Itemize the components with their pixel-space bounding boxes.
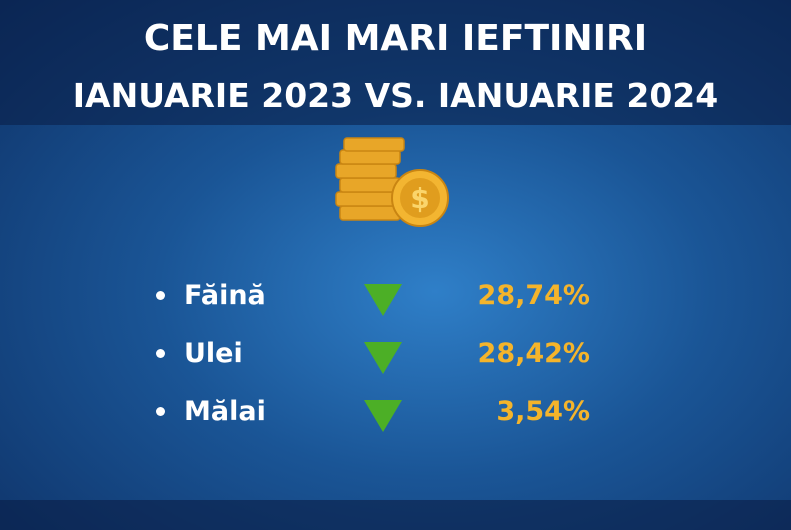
footer-band <box>0 500 791 530</box>
item-name: Ulei <box>184 338 243 369</box>
title: CELE MAI MARI IEFTINIRI <box>143 18 648 59</box>
item-name: Făină <box>184 280 266 311</box>
item-value: 3,54% <box>496 396 590 427</box>
header-band <box>0 0 791 125</box>
item-value: 28,74% <box>477 280 590 311</box>
bullet <box>156 291 165 300</box>
svg-text:$: $ <box>410 182 429 215</box>
list-row: Făină 28,74% <box>0 276 791 316</box>
down-arrow <box>364 342 402 374</box>
bullet <box>156 407 165 416</box>
list-row: Ulei 28,42% <box>0 334 791 374</box>
down-arrow <box>364 400 402 432</box>
item-name: Mălai <box>184 396 266 427</box>
subtitle: IANUARIE 2023 VS. IANUARIE 2024 <box>72 76 719 115</box>
bullet <box>156 349 165 358</box>
coins-icon: $ <box>335 137 449 227</box>
item-value: 28,42% <box>477 338 590 369</box>
down-arrow <box>364 284 402 316</box>
list-row: Mălai 3,54% <box>0 392 791 432</box>
